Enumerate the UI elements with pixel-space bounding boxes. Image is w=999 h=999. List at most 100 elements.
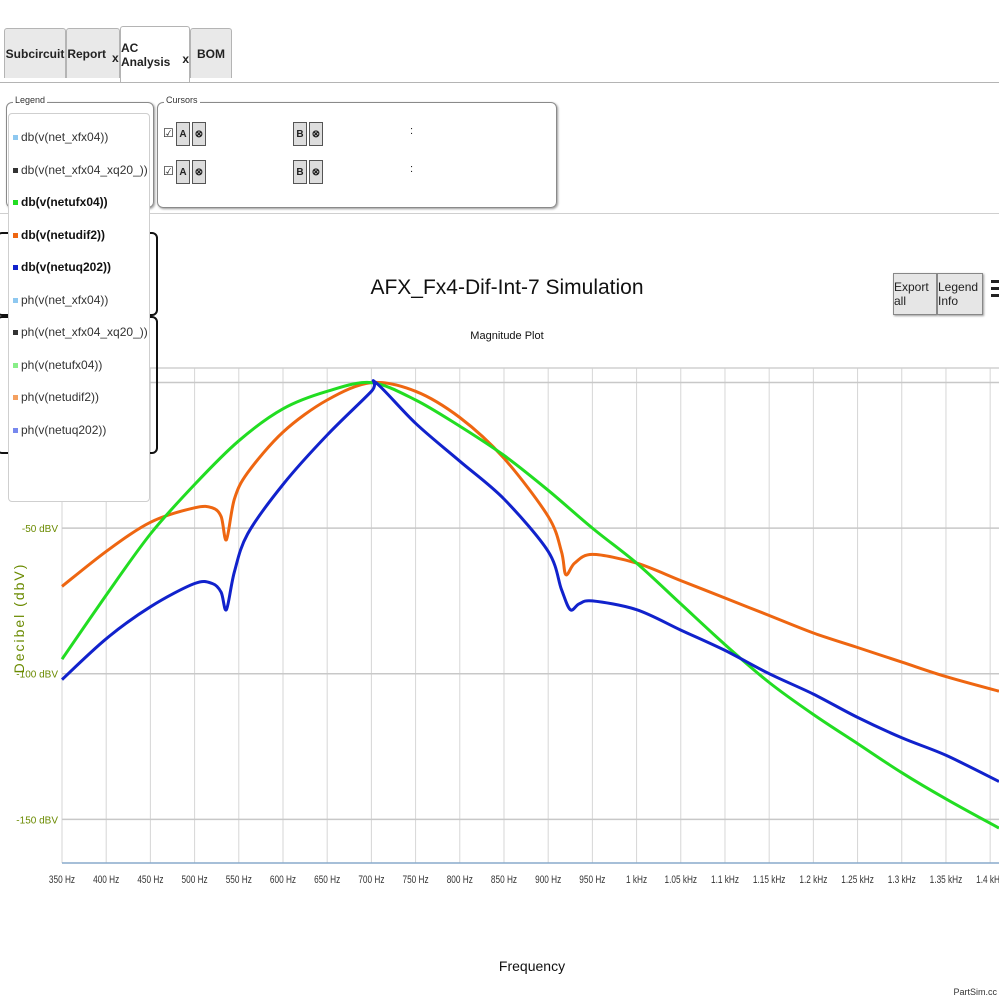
cursor-row-1: ☑ A ⊗ B ⊗ :	[163, 118, 503, 146]
menu-icon[interactable]	[991, 280, 999, 306]
legend-swatch	[13, 200, 18, 206]
cursor-delta-separator: :	[410, 163, 414, 175]
cursor-a-clear-icon[interactable]: ⊗	[192, 122, 206, 146]
close-tab-icon[interactable]: x	[111, 50, 119, 65]
legend-item-label: db(v(netufx04))	[21, 195, 108, 209]
chart-title: AFX_Fx4-Dif-Int-7 Simulation	[370, 276, 643, 299]
series-line-2	[60, 379, 999, 783]
x-tick-label: 750 Hz	[403, 874, 429, 886]
legend-swatch	[13, 362, 18, 368]
x-tick-label: 850 Hz	[491, 874, 517, 886]
legend-item[interactable]: ph(v(netuq202))	[13, 423, 106, 437]
cursor-a-value[interactable]	[209, 160, 291, 184]
legend-item[interactable]: ph(v(net_xfx04_xq20_))	[13, 325, 148, 339]
x-tick-label: 650 Hz	[314, 874, 340, 886]
legend-item[interactable]: ph(v(net_xfx04))	[13, 293, 108, 307]
cursor-a-button[interactable]: A	[176, 160, 190, 184]
x-tick-label: 400 Hz	[93, 874, 119, 886]
x-tick-label: 1.2 kHz	[799, 874, 827, 886]
legend-swatch	[13, 427, 18, 433]
x-tick-label: 950 Hz	[579, 874, 605, 886]
cursor-b-clear-icon[interactable]: ⊗	[309, 122, 323, 146]
x-tick-label: 700 Hz	[358, 874, 384, 886]
tab-label: Report	[67, 46, 106, 61]
x-tick-label: 550 Hz	[226, 874, 252, 886]
legend-item[interactable]: db(v(netudif2))	[13, 228, 105, 242]
cursor-delta-value[interactable]	[419, 118, 499, 142]
tab-subcircuit[interactable]: Subcircuit	[4, 28, 66, 78]
tab-bom[interactable]: BOM	[190, 28, 232, 78]
legend-item[interactable]: db(v(net_xfx04_xq20_))	[13, 163, 148, 177]
legend-swatch	[13, 330, 18, 336]
cursor-delta-separator: :	[410, 125, 414, 137]
x-tick-label: 1.15 kHz	[753, 874, 786, 886]
legend-swatch	[13, 395, 18, 401]
x-tick-label: 1.4 kHz	[976, 874, 999, 886]
x-tick-label: 450 Hz	[137, 874, 163, 886]
legend-item-label: ph(v(net_xfx04_xq20_))	[21, 325, 148, 339]
legend-item[interactable]: ph(v(netudif2))	[13, 390, 99, 404]
legend-panel-title: Legend	[13, 95, 48, 105]
close-tab-icon[interactable]: x	[182, 51, 189, 66]
y-axis-label: Decibel (dbV)	[11, 563, 27, 674]
x-tick-label: 1.3 kHz	[888, 874, 916, 886]
x-tick-label: 350 Hz	[49, 874, 75, 886]
x-tick-label: 1.35 kHz	[930, 874, 963, 886]
legend-item-label: db(v(netuq202))	[21, 260, 111, 274]
footer-credit: PartSim.cc	[953, 987, 997, 997]
cursors-panel: Cursors	[157, 95, 557, 208]
cursor-b-value[interactable]	[326, 160, 406, 184]
legend-list: db(v(net_xfx04)) db(v(net_xfx04_xq20_))db…	[8, 113, 150, 502]
cursor-b-button[interactable]: B	[293, 122, 307, 146]
cursor-delta-value[interactable]	[419, 162, 499, 186]
tab-label: BOM	[197, 46, 225, 61]
cursor-a-clear-icon[interactable]: ⊗	[192, 160, 206, 184]
legend-swatch	[13, 232, 18, 238]
tab-label: Subcircuit	[5, 46, 65, 61]
legend-swatch	[13, 135, 18, 141]
tab-ac-analysis[interactable]: AC Analysis x	[120, 26, 190, 82]
legend-item-label: db(v(net_xfx04))	[21, 130, 109, 144]
legend-swatch	[13, 167, 18, 173]
chart-subtitle: Magnitude Plot	[470, 330, 543, 342]
legend-item[interactable]: db(v(netufx04))	[13, 195, 108, 209]
series-line-1	[60, 380, 999, 830]
legend-info-button[interactable]: Legend Info	[937, 273, 983, 315]
y-tick-label: -100 dBV	[16, 670, 58, 681]
x-tick-label: 1.25 kHz	[841, 874, 874, 886]
legend-item-label: ph(v(netudif2))	[21, 390, 100, 404]
legend-item-label: db(v(net_xfx04_xq20_))	[21, 162, 148, 177]
cursor-a-button[interactable]: A	[176, 122, 190, 146]
cursors-panel-title: Cursors	[164, 95, 200, 105]
legend-item-label: ph(v(net_xfx04))	[21, 292, 109, 307]
legend-item-label: db(v(netudif2))	[21, 227, 105, 242]
tab-report[interactable]: Report x	[66, 28, 120, 78]
cursor-a-value[interactable]	[209, 122, 291, 146]
x-tick-label: 1.05 kHz	[664, 874, 697, 886]
x-tick-label: 900 Hz	[535, 874, 561, 886]
x-tick-label: 800 Hz	[447, 874, 473, 886]
x-axis-label: Frequency	[499, 958, 565, 974]
x-tick-label: 1 kHz	[626, 874, 647, 886]
legend-item[interactable]: ph(v(netufx04))	[13, 358, 102, 372]
tab-bar: Subcircuit Report x AC Analysis x BOM	[0, 0, 999, 86]
cursor-b-clear-icon[interactable]: ⊗	[309, 160, 323, 184]
legend-item-label: ph(v(netufx04))	[21, 357, 103, 372]
cursor-row-2: ☑ A ⊗ B ⊗ :	[163, 160, 503, 186]
x-tick-label: 500 Hz	[182, 874, 208, 886]
legend-item[interactable]: db(v(net_xfx04))	[13, 130, 108, 144]
y-tick-label: -150 dBV	[16, 815, 58, 826]
cursor-checkbox[interactable]: ☑	[163, 126, 174, 140]
legend-item[interactable]: db(v(netuq202))	[13, 260, 111, 274]
tab-label: AC Analysis	[121, 40, 171, 69]
export-all-button[interactable]: Export all	[893, 273, 937, 315]
cursor-b-value[interactable]	[326, 122, 406, 146]
cursor-b-button[interactable]: B	[293, 160, 307, 184]
x-tick-label: 1.1 kHz	[711, 874, 739, 886]
series-line-0	[61, 380, 999, 693]
legend-swatch	[13, 265, 18, 271]
cursor-checkbox[interactable]: ☑	[163, 164, 174, 178]
y-tick-label: -50 dBV	[22, 524, 58, 535]
legend-item-label: ph(v(netuq202))	[21, 422, 107, 437]
